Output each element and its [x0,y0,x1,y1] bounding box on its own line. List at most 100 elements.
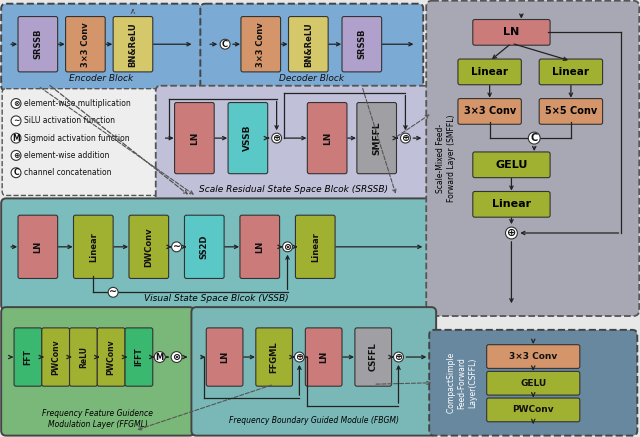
Text: ⊕: ⊕ [13,151,19,160]
Text: LN: LN [220,351,229,363]
Circle shape [506,227,517,239]
FancyBboxPatch shape [18,215,58,278]
Text: LN: LN [503,28,520,37]
FancyBboxPatch shape [156,86,431,201]
FancyBboxPatch shape [175,103,214,173]
Circle shape [220,39,230,49]
Text: ⊗: ⊗ [284,242,292,252]
FancyBboxPatch shape [473,191,550,217]
Text: Frequency Boundary Guided Module (FBGM): Frequency Boundary Guided Module (FBGM) [228,416,399,425]
Circle shape [11,150,21,160]
FancyBboxPatch shape [70,328,97,386]
Text: DWConv: DWConv [144,227,154,267]
Text: PWConv: PWConv [107,339,116,375]
Text: FFT: FFT [24,349,33,365]
Text: Scale Residual State Space Blcok (SRSSB): Scale Residual State Space Blcok (SRSSB) [199,185,388,194]
Text: Compact⁠Simple
Feed-Forward
Layer(CSFFL): Compact⁠Simple Feed-Forward Layer(CSFFL) [447,353,477,413]
Text: VSSB: VSSB [243,125,252,151]
Text: M: M [156,353,164,361]
Text: 3×3 Conv: 3×3 Conv [81,22,90,66]
Text: LN: LN [255,241,264,253]
FancyBboxPatch shape [256,328,292,386]
FancyBboxPatch shape [429,330,637,436]
FancyBboxPatch shape [357,103,397,173]
FancyBboxPatch shape [241,17,280,72]
FancyBboxPatch shape [1,307,195,436]
FancyBboxPatch shape [486,371,580,395]
FancyBboxPatch shape [74,215,113,278]
Text: Linear: Linear [311,232,320,262]
Text: ∼: ∼ [13,116,19,125]
Text: LN: LN [323,132,332,145]
Text: IFFT: IFFT [134,348,143,366]
FancyBboxPatch shape [18,17,58,72]
FancyBboxPatch shape [206,328,243,386]
Text: PWConv: PWConv [513,406,554,414]
Text: C: C [531,133,538,143]
Text: FFGML: FFGML [269,341,278,373]
Text: 3×3 Conv: 3×3 Conv [463,107,516,116]
FancyBboxPatch shape [342,17,381,72]
FancyBboxPatch shape [473,152,550,178]
FancyBboxPatch shape [486,398,580,422]
Text: ⊕: ⊕ [401,133,410,143]
Text: SS2D: SS2D [200,235,209,259]
Circle shape [401,133,410,143]
FancyBboxPatch shape [184,215,224,278]
FancyBboxPatch shape [200,3,423,90]
FancyBboxPatch shape [129,215,168,278]
Text: Visual State Space Blcok (VSSB): Visual State Space Blcok (VSSB) [145,294,289,303]
Circle shape [154,352,165,362]
Text: 3×3 Conv: 3×3 Conv [509,352,557,361]
Text: PWConv: PWConv [51,339,60,375]
FancyBboxPatch shape [1,198,432,310]
Circle shape [271,133,282,143]
Text: ⊗: ⊗ [13,99,19,108]
FancyBboxPatch shape [426,1,639,316]
Circle shape [11,99,21,108]
Text: Sigmoid activation function: Sigmoid activation function [24,134,129,142]
FancyBboxPatch shape [42,328,70,386]
Text: BN&ReLU: BN&ReLU [304,22,313,66]
Text: GELU: GELU [495,160,527,170]
Text: CSFFL: CSFFL [369,343,378,371]
FancyBboxPatch shape [458,99,522,124]
FancyBboxPatch shape [125,328,153,386]
Text: Linear: Linear [89,232,98,262]
Text: ReLU: ReLU [79,346,88,368]
Text: Scale-Mixed Feed-
Forward Layer (SMFFL): Scale-Mixed Feed- Forward Layer (SMFFL) [436,114,456,202]
FancyBboxPatch shape [486,345,580,368]
Text: LN: LN [33,241,42,253]
Text: ⊕: ⊕ [273,133,281,143]
Text: Encoder Block: Encoder Block [69,74,133,83]
FancyBboxPatch shape [289,17,328,72]
Text: ∼: ∼ [173,242,180,252]
FancyBboxPatch shape [228,103,268,173]
Circle shape [108,288,118,297]
Text: element-wise multiplication: element-wise multiplication [24,99,131,108]
FancyBboxPatch shape [65,17,105,72]
Text: SRSSB: SRSSB [357,29,366,59]
Text: SiLU activation function: SiLU activation function [24,116,115,125]
FancyBboxPatch shape [240,215,280,278]
Text: ⊕: ⊕ [295,352,303,362]
Text: channel concatenation: channel concatenation [24,168,111,177]
FancyBboxPatch shape [191,307,436,436]
Circle shape [171,352,182,362]
Circle shape [11,168,21,178]
Text: ∼: ∼ [109,287,117,297]
Text: element-wise addition: element-wise addition [24,151,109,160]
Text: M: M [12,134,20,142]
Text: 3×3 Conv: 3×3 Conv [256,22,265,66]
Text: Frequency Feature Guidence
Modulation Layer (FFGML): Frequency Feature Guidence Modulation La… [42,409,153,429]
FancyBboxPatch shape [539,99,603,124]
Circle shape [394,352,403,362]
FancyBboxPatch shape [539,59,603,85]
Text: LN: LN [190,132,199,145]
Text: BN&ReLU: BN&ReLU [129,22,138,66]
Text: GELU: GELU [520,379,547,388]
Circle shape [294,352,305,362]
Text: 5×5 Conv: 5×5 Conv [545,107,597,116]
Text: C: C [13,168,19,177]
Circle shape [172,242,182,252]
